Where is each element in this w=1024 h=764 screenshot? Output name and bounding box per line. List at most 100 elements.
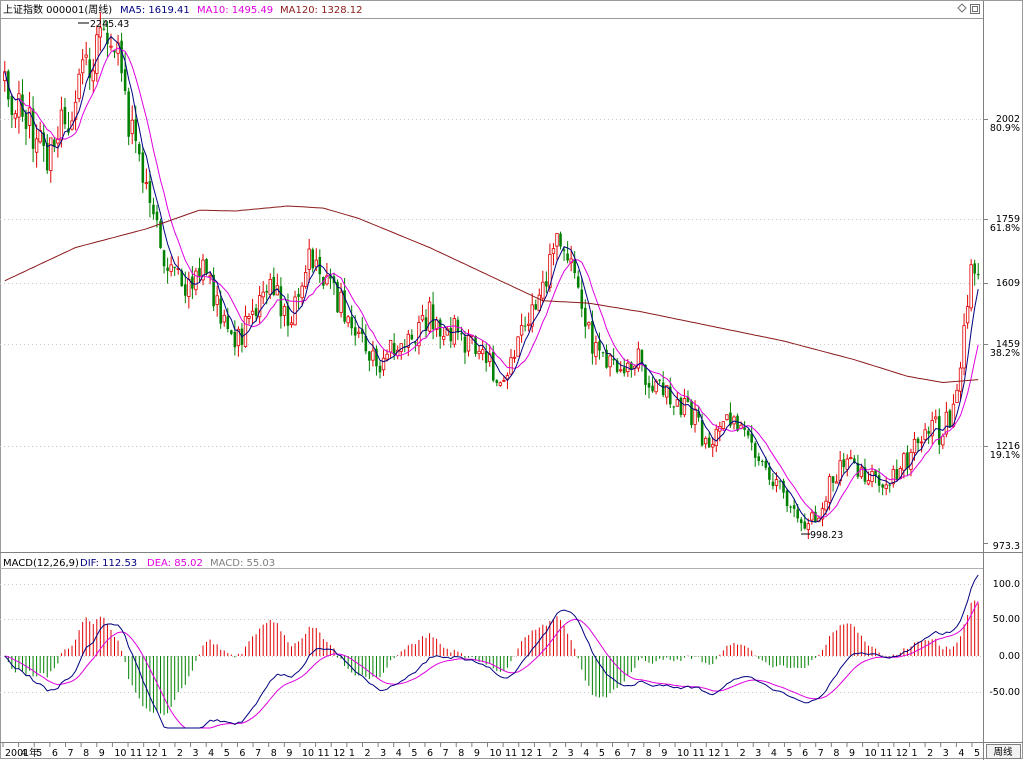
candle <box>166 257 169 284</box>
period-tab[interactable]: 周线 <box>986 744 1021 759</box>
candle <box>598 332 601 360</box>
time-label: 4 <box>208 748 214 759</box>
candle <box>732 415 736 430</box>
candle <box>420 304 425 323</box>
candle <box>919 436 924 453</box>
price-axis: 2002 80.9% 1759 61.8% 1609 1459 38.2% 12… <box>984 114 1020 552</box>
candle <box>130 105 134 145</box>
candle <box>169 256 173 277</box>
candle <box>965 294 970 329</box>
time-label: 3 <box>380 748 386 759</box>
candle <box>191 266 194 300</box>
candle <box>672 405 676 416</box>
time-label: 7 <box>818 748 824 759</box>
time-label: 9 <box>474 748 480 759</box>
candle <box>856 454 860 479</box>
time-label: 6 <box>802 748 808 759</box>
candle <box>810 509 814 525</box>
candle <box>106 21 109 58</box>
candle <box>438 317 442 349</box>
candle <box>307 238 311 284</box>
time-label: 2 <box>740 748 746 759</box>
time-label: 7 <box>443 748 449 759</box>
candle <box>859 463 864 479</box>
candle <box>350 305 353 336</box>
candle <box>84 41 88 66</box>
macd-legend: MACD: 55.03 <box>210 558 275 569</box>
candle <box>774 472 779 493</box>
ma120-legend: MA120: 1328.12 <box>280 5 362 16</box>
candle <box>27 91 32 139</box>
candle <box>187 271 191 309</box>
candle <box>636 341 641 372</box>
time-label: 11 <box>318 748 330 759</box>
candle <box>318 249 322 283</box>
time-label: 8 <box>646 748 652 759</box>
candle <box>445 326 449 336</box>
time-label: 11 <box>880 748 892 759</box>
candle <box>368 350 371 372</box>
candlesticks <box>3 11 980 539</box>
candle <box>881 483 884 496</box>
time-label: 9 <box>661 748 667 759</box>
fib-tick: 61.8% <box>990 223 1020 234</box>
candle <box>523 316 527 332</box>
candle <box>902 452 906 479</box>
time-label: 12 <box>896 748 908 759</box>
candle <box>381 349 386 376</box>
candle <box>573 251 576 279</box>
candle <box>375 345 378 376</box>
candle <box>615 358 619 374</box>
candle <box>113 50 116 59</box>
low-annotation: 998.23 <box>801 530 843 541</box>
candle <box>399 343 403 360</box>
candle <box>357 326 361 338</box>
candle <box>714 424 718 453</box>
restore-icon[interactable] <box>970 4 980 14</box>
candle <box>559 231 562 250</box>
macd-lines <box>4 574 979 729</box>
candle <box>799 516 803 532</box>
diamond-icon[interactable] <box>957 3 967 13</box>
candle <box>545 271 548 294</box>
candle <box>842 453 845 473</box>
candle <box>63 97 67 129</box>
time-label: 7 <box>68 748 74 759</box>
candle <box>622 358 626 377</box>
candle <box>198 257 201 283</box>
candle <box>973 259 976 286</box>
candle <box>803 513 807 530</box>
candle <box>526 312 531 332</box>
candle <box>519 313 524 343</box>
candle <box>827 473 832 511</box>
candle <box>293 290 297 326</box>
candle <box>955 383 959 404</box>
fib-tick: 80.9% <box>990 123 1020 134</box>
time-label: 4 <box>771 748 777 759</box>
time-label: 6 <box>615 748 621 759</box>
candle <box>226 307 230 333</box>
candle <box>884 476 888 496</box>
time-label: 3 <box>943 748 949 759</box>
time-label: 8 <box>271 748 277 759</box>
candle <box>778 480 782 490</box>
ma5-line <box>4 35 979 523</box>
candle <box>495 379 499 387</box>
candle <box>743 421 746 437</box>
candle <box>212 267 215 312</box>
dif-legend: DIF: 112.53 <box>80 558 137 569</box>
candle <box>934 409 938 424</box>
time-label: 10 <box>865 748 877 759</box>
time-label: 1 <box>161 748 167 759</box>
candle <box>427 296 432 334</box>
candle <box>888 482 892 493</box>
candle <box>845 454 849 477</box>
candle <box>962 313 966 376</box>
candle <box>711 437 715 457</box>
candle <box>452 314 457 348</box>
candle <box>123 52 127 95</box>
time-label: 5 <box>599 748 605 759</box>
period-tab-label: 周线 <box>993 746 1013 758</box>
